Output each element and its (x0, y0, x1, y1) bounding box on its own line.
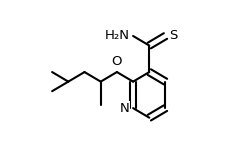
Text: O: O (112, 55, 122, 68)
Text: H₂N: H₂N (104, 30, 130, 42)
Text: N: N (120, 102, 130, 115)
Text: S: S (169, 30, 177, 42)
